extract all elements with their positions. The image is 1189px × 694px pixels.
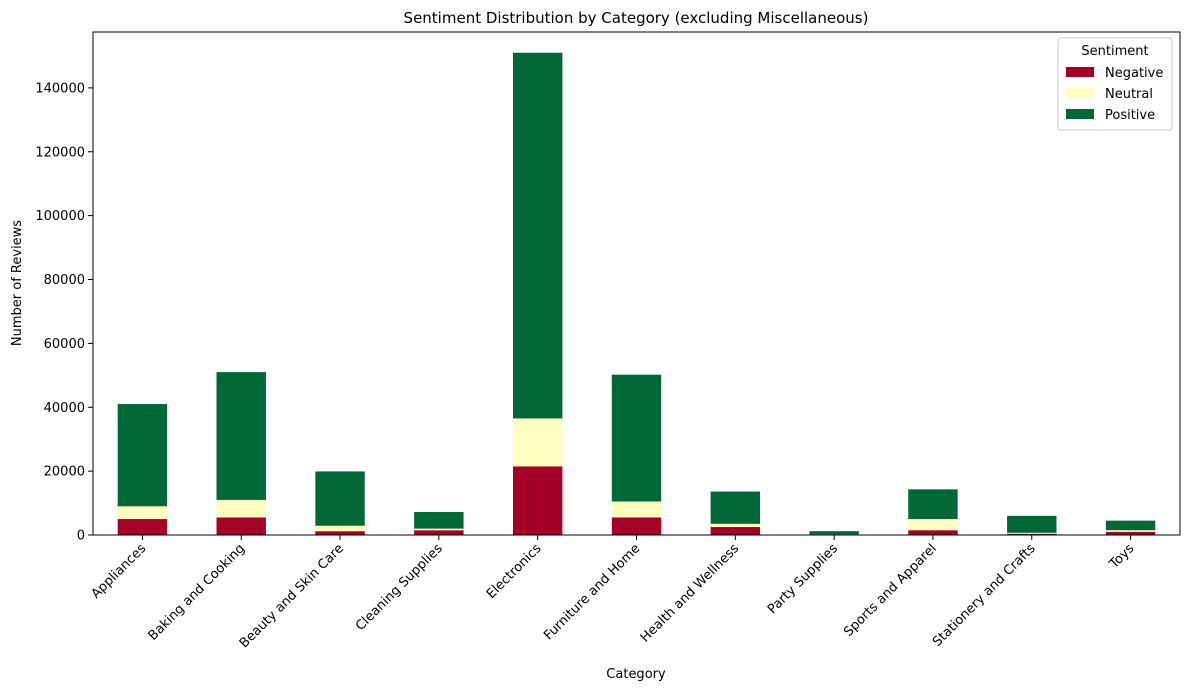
bar-segment-negative-8 — [908, 530, 957, 535]
bar-segment-negative-1 — [217, 517, 266, 535]
bar-segment-neutral-9 — [1007, 533, 1056, 534]
bar-segment-positive-3 — [414, 512, 463, 529]
bar-segment-neutral-4 — [513, 418, 562, 466]
legend: Sentiment Negative Neutral Positive — [1058, 38, 1172, 130]
bar-segment-neutral-5 — [612, 501, 661, 517]
y-tick-label-5: 100000 — [35, 209, 85, 224]
legend-swatch-neutral — [1066, 88, 1094, 98]
bar-segment-negative-2 — [315, 531, 364, 535]
y-axis-label: Number of Reviews — [10, 220, 25, 346]
y-tick-label-1: 20000 — [44, 465, 85, 480]
legend-title: Sentiment — [1081, 44, 1148, 59]
bar-segment-negative-0 — [118, 519, 167, 535]
bar-segment-negative-6 — [711, 527, 760, 535]
y-tick-label-7: 140000 — [35, 81, 85, 96]
bar-segment-positive-0 — [118, 404, 167, 506]
legend-label-neutral: Neutral — [1105, 87, 1153, 102]
y-tick-label-0: 0 — [77, 529, 85, 544]
bar-segment-positive-2 — [315, 471, 364, 525]
bar-segment-positive-6 — [711, 492, 760, 524]
bar-segment-positive-5 — [612, 375, 661, 502]
chart-title: Sentiment Distribution by Category (excl… — [404, 9, 869, 27]
bar-segment-positive-10 — [1106, 521, 1155, 531]
legend-swatch-negative — [1066, 67, 1094, 77]
bar-segment-neutral-2 — [315, 526, 364, 531]
bar-segment-neutral-3 — [414, 529, 463, 531]
y-tick-label-2: 40000 — [44, 401, 85, 416]
y-tick-label-6: 120000 — [35, 145, 85, 160]
bar-segment-neutral-1 — [217, 500, 266, 518]
bar-segment-neutral-8 — [908, 519, 957, 530]
bar-segment-neutral-6 — [711, 524, 760, 527]
x-axis-label: Category — [606, 667, 666, 682]
legend-label-negative: Negative — [1105, 66, 1163, 81]
bar-segment-positive-1 — [217, 372, 266, 500]
legend-swatch-positive — [1066, 109, 1094, 119]
bar-segment-neutral-10 — [1106, 530, 1155, 532]
bar-segment-positive-7 — [809, 531, 858, 534]
y-tick-label-3: 60000 — [44, 337, 85, 352]
bar-segment-positive-4 — [513, 53, 562, 419]
bar-segment-negative-3 — [414, 530, 463, 535]
y-tick-label-4: 80000 — [44, 273, 85, 288]
bar-segment-negative-4 — [513, 466, 562, 535]
legend-label-positive: Positive — [1105, 108, 1155, 123]
bar-segment-positive-9 — [1007, 516, 1056, 533]
bar-segment-positive-8 — [908, 489, 957, 519]
bar-segment-neutral-0 — [118, 506, 167, 519]
bar-segment-negative-5 — [612, 517, 661, 535]
